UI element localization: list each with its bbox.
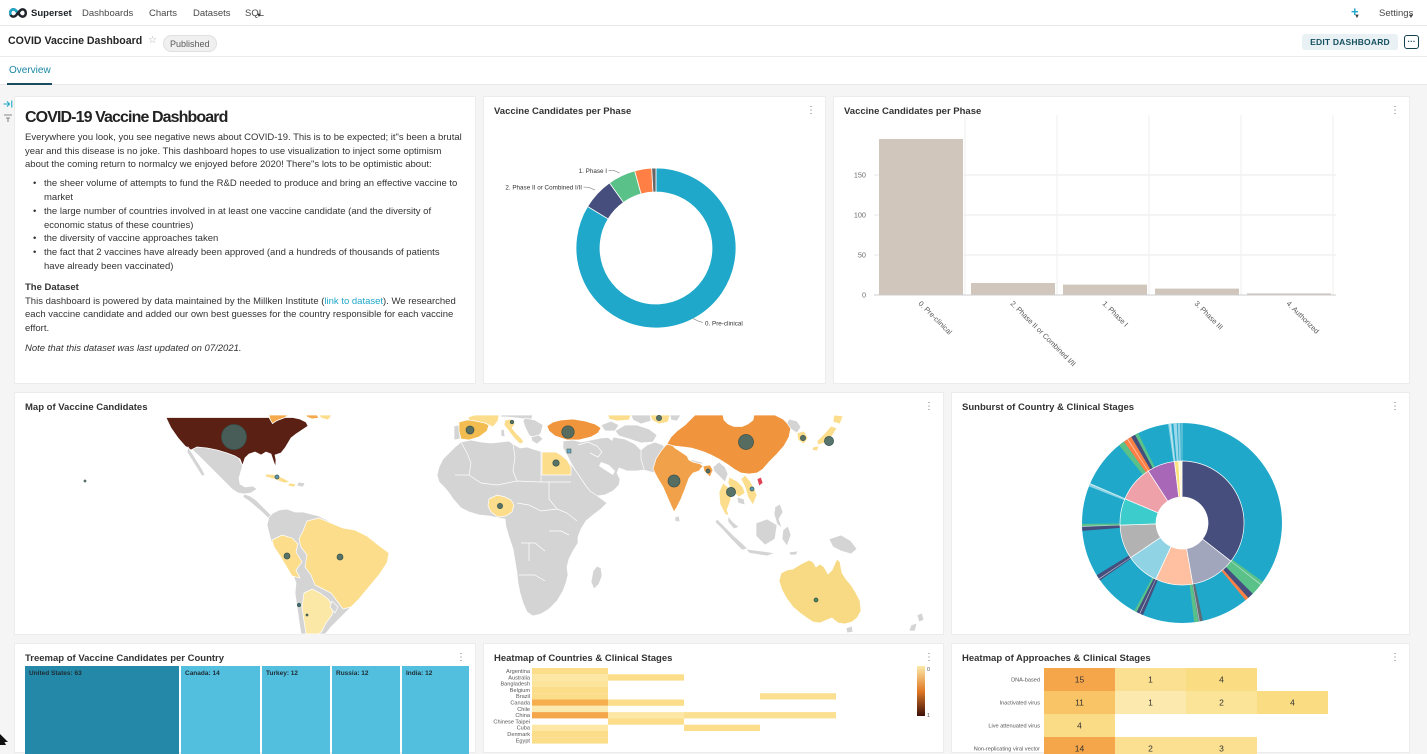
svg-text:China: China [515,713,531,719]
svg-text:1. Phase I: 1. Phase I [579,168,608,175]
svg-text:3: 3 [1219,744,1224,754]
svg-text:United States: 63: United States: 63 [29,670,82,677]
svg-text:Canada: 14: Canada: 14 [185,670,220,677]
svg-text:Bangladesh: Bangladesh [500,682,530,688]
svg-text:4: 4 [1077,721,1082,731]
svg-text:14: 14 [1075,744,1085,754]
svg-text:0: 0 [862,291,866,300]
svg-text:1: 1 [1148,698,1153,708]
svg-text:Egypt: Egypt [516,738,531,744]
svg-text:1. Phase I: 1. Phase I [1101,299,1131,329]
svg-text:3. Phase III: 3. Phase III [1193,299,1225,331]
svg-text:Australia: Australia [508,675,531,681]
svg-text:Chile: Chile [517,707,530,713]
svg-text:Cuba: Cuba [517,726,531,732]
svg-text:India: 12: India: 12 [406,670,433,677]
svg-text:Inactivated virus: Inactivated virus [1000,701,1041,707]
svg-text:150: 150 [854,171,866,180]
svg-text:100: 100 [854,211,866,220]
svg-text:1: 1 [927,713,930,719]
svg-text:Belgium: Belgium [510,688,531,694]
svg-text:4. Authorized: 4. Authorized [1285,299,1321,335]
svg-text:1: 1 [1148,675,1153,685]
svg-text:4: 4 [1290,698,1295,708]
svg-text:Argentina: Argentina [506,669,531,675]
svg-text:Chinese Taipei: Chinese Taipei [493,719,530,725]
svg-text:2. Phase II or Combined I/II: 2. Phase II or Combined I/II [1009,299,1078,368]
svg-text:11: 11 [1075,698,1084,708]
svg-text:Denmark: Denmark [507,732,530,738]
svg-text:4: 4 [1219,675,1224,685]
svg-text:0: 0 [927,667,930,673]
svg-text:15: 15 [1075,675,1085,685]
svg-text:0. Pre-clinical: 0. Pre-clinical [705,321,743,328]
svg-text:2: 2 [1219,698,1224,708]
svg-text:Non-replicating viral vector: Non-replicating viral vector [974,747,1040,753]
svg-text:DNA-based: DNA-based [1011,678,1040,684]
svg-text:2: 2 [1148,744,1153,754]
svg-text:Turkey: 12: Turkey: 12 [266,670,298,677]
svg-text:Live attenuated virus: Live attenuated virus [988,724,1040,730]
svg-text:Canada: Canada [510,701,530,707]
svg-text:Russia: 12: Russia: 12 [336,670,369,677]
svg-text:Brazil: Brazil [516,694,530,700]
svg-text:2. Phase II or Combined I/II: 2. Phase II or Combined I/II [505,185,582,192]
svg-text:50: 50 [858,251,866,260]
svg-text:0. Pre-clinical: 0. Pre-clinical [917,299,955,337]
